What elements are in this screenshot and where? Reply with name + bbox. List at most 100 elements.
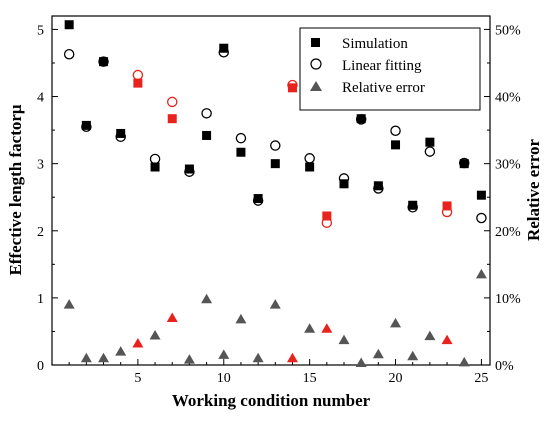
linear-fitting-point	[63, 49, 75, 60]
relative-error-point	[252, 352, 264, 363]
simulation-point	[81, 120, 91, 130]
x-tick-label: 10	[217, 371, 231, 386]
legend-label-linear-fitting: Linear fitting	[342, 58, 422, 74]
simulation-point	[356, 114, 366, 124]
relative-error-point	[98, 352, 110, 363]
linear-fitting-point	[184, 166, 195, 177]
simulation-point	[425, 137, 435, 147]
simulation-point	[99, 57, 109, 67]
simulation-point	[236, 147, 246, 157]
y2-tick-label: 50%	[495, 23, 521, 38]
relative-error-point	[355, 357, 367, 367]
linear-fitting-point	[270, 140, 281, 151]
y-tick-label: 2	[37, 225, 44, 240]
y-tick-label: 0	[37, 359, 44, 374]
simulation-point	[459, 159, 469, 169]
x-tick-label: 25	[474, 371, 488, 386]
simulation-point	[408, 200, 418, 210]
linear-fitting-point	[149, 153, 161, 165]
relative-error-point	[304, 323, 316, 333]
y-tick-label: 1	[37, 292, 44, 307]
linear-fitting-point	[390, 125, 401, 137]
simulation-point	[202, 130, 212, 140]
relative-error-point	[166, 312, 178, 323]
linear-fitting-point	[338, 173, 350, 184]
y2-tick-label: 0%	[495, 359, 514, 374]
y-axis-title: Effective length factorμ	[6, 104, 25, 275]
simulation-point	[391, 140, 401, 150]
linear-fitting-point	[252, 195, 264, 206]
y-tick-label: 3	[37, 158, 44, 173]
y-tick-label: 5	[37, 23, 44, 38]
simulation-point	[116, 128, 126, 138]
simulation-point	[287, 83, 297, 93]
relative-error-point	[390, 317, 402, 328]
linear-fitting-point	[115, 131, 126, 143]
y-tick-label: 4	[37, 91, 44, 106]
linear-fitting-point	[458, 157, 470, 169]
legend-marker-relative-error	[310, 81, 322, 91]
y2-tick-label: 20%	[495, 225, 521, 240]
simulation-point	[442, 201, 452, 211]
simulation-point	[167, 114, 177, 124]
x-tick-label: 15	[303, 371, 317, 386]
relative-error-point	[132, 338, 144, 348]
y2-tick-label: 40%	[495, 91, 521, 106]
relative-error-point	[338, 334, 350, 345]
relative-error-point	[424, 330, 436, 341]
relative-error-point	[218, 349, 230, 359]
y2-axis-title: Relative error	[524, 139, 543, 242]
relative-error-point	[115, 346, 127, 356]
legend-box	[299, 27, 481, 111]
legend: Simulation Linear fitting Relative error	[299, 27, 481, 111]
simulation-point	[322, 211, 332, 221]
linear-fitting-point	[424, 146, 436, 157]
linear-fitting-point	[218, 46, 230, 58]
simulation-point	[339, 179, 349, 189]
linear-fitting-point	[201, 108, 212, 119]
relative-error-point	[441, 334, 453, 345]
simulation-point	[305, 162, 315, 172]
relative-error-point	[407, 350, 419, 361]
relative-error-point	[321, 323, 333, 333]
linear-fitting-point	[166, 96, 178, 108]
legend-label-relative-error: Relative error	[342, 80, 425, 96]
y2-tick-label: 10%	[495, 292, 521, 307]
simulation-point	[184, 164, 194, 174]
linear-fitting-point	[441, 206, 453, 218]
linear-fitting-point	[81, 121, 92, 132]
simulation-point	[64, 20, 74, 30]
linear-fitting-point	[98, 56, 109, 67]
relative-error-point	[458, 356, 470, 367]
x-tick-label: 20	[389, 371, 403, 386]
relative-error-point	[149, 329, 161, 340]
relative-error-point	[269, 299, 281, 309]
x-tick-label: 5	[134, 371, 141, 386]
relative-error-point	[372, 348, 384, 359]
linear-fitting-point	[476, 212, 487, 224]
simulation-point	[270, 159, 280, 169]
relative-error-point	[201, 293, 213, 304]
relative-error-point	[235, 313, 247, 324]
linear-fitting-point	[287, 79, 298, 91]
simulation-point	[476, 190, 486, 200]
linear-fitting-point	[235, 132, 247, 144]
relative-error-point	[286, 352, 298, 363]
relative-error-point	[63, 299, 75, 309]
plot-frame	[51, 15, 491, 366]
simulation-point	[253, 194, 263, 204]
relative-error-point	[183, 354, 195, 364]
legend-marker-simulation	[311, 38, 320, 47]
x-axis-title: Working condition number	[172, 391, 371, 410]
marks	[63, 20, 487, 367]
y2-tick-label: 30%	[495, 158, 521, 173]
linear-fitting-point	[321, 217, 333, 228]
linear-fitting-point	[373, 183, 384, 194]
simulation-point	[150, 162, 160, 172]
simulation-point	[373, 181, 383, 191]
simulation-point	[133, 78, 143, 88]
linear-fitting-point	[355, 114, 367, 125]
legend-marker-linear-fitting	[310, 58, 322, 70]
linear-fitting-point	[132, 69, 144, 81]
